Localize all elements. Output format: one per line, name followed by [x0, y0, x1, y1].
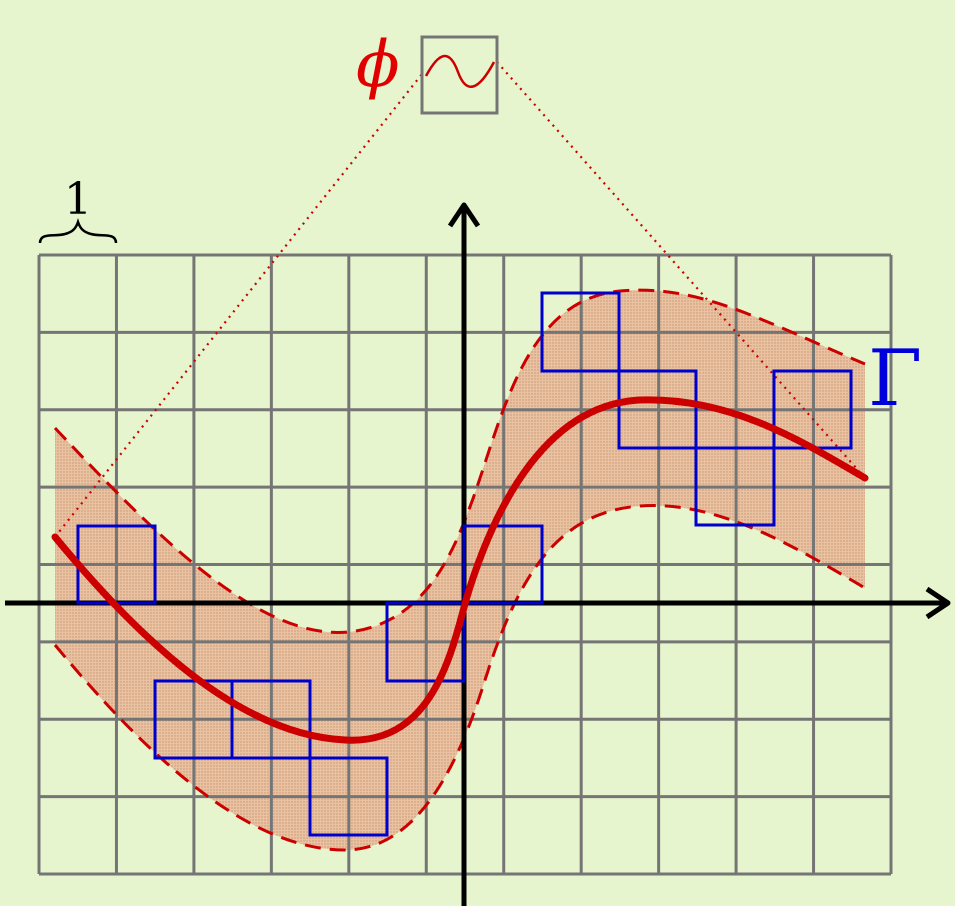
cover-box	[385, 601, 466, 683]
cover-boxes	[76, 291, 853, 837]
tolerance-band	[55, 290, 865, 850]
graph-curve	[51, 396, 869, 744]
band-upper-edge	[53, 288, 866, 634]
cover-box	[308, 756, 389, 837]
cover-box	[462, 524, 544, 605]
cover-box	[694, 446, 776, 527]
cover-box	[540, 291, 621, 373]
cover-box	[617, 369, 698, 450]
projection-line-right	[496, 61, 866, 479]
y-axis-arrowhead	[447, 202, 481, 228]
gamma-label: Γ	[868, 334, 922, 424]
x-axis-arrowhead	[925, 586, 951, 620]
projection-line-left	[54, 73, 423, 538]
cover-box	[230, 679, 312, 760]
sine-wave-icon	[424, 54, 496, 88]
curly-brace-icon	[38, 218, 118, 244]
phi-label: ϕ	[356, 28, 400, 102]
scale-label: 1	[64, 174, 92, 225]
phi-inset-box	[420, 35, 499, 115]
band-lower-edge	[53, 504, 866, 852]
